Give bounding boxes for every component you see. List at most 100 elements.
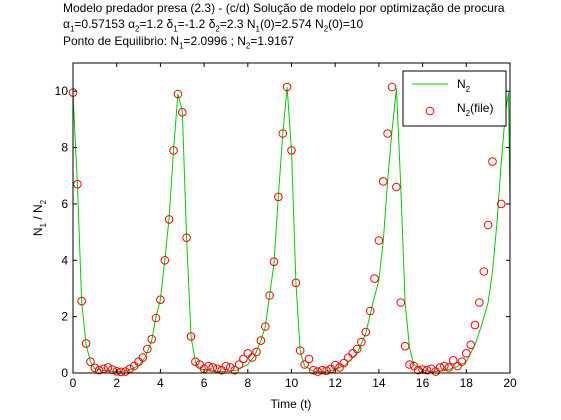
data-point-n2-file [160,256,170,265]
data-point-n2-file [497,199,506,209]
data-point-n2-file [317,365,327,375]
data-point-n2-file [304,354,314,364]
n1-initial-subscript: 1 [255,24,260,34]
data-point-n2-file [256,336,266,345]
data-point-n2-file [73,179,82,189]
data-point-n2-file [440,361,449,371]
delta1-value: =-1.2 [177,17,209,31]
data-point-n2-file [191,357,200,367]
data-point-n2-file [470,320,480,330]
series-layer [68,82,511,377]
data-point-n2-file [252,347,261,357]
y-axis-label: N1 / N2 [31,199,48,236]
data-point-n2-file [422,365,432,375]
data-point-n2-file [462,349,471,358]
data-point-n2-file [453,361,462,371]
data-point-n2-file [379,177,388,186]
data-point-n2-file [99,364,108,374]
data-point-n2-file [208,363,218,372]
alpha1-symbol: α [63,17,70,31]
data-point-n2-file [435,363,445,372]
data-point-n2-file [348,349,358,358]
data-point-n2-file [457,357,467,367]
data-point-n2-file [300,360,309,369]
data-point-n2-file [173,89,183,99]
data-point-n2-file [230,365,239,375]
y-tick-label: 10 [55,84,69,98]
data-point-n2-file [335,363,344,372]
data-point-n2-file [103,363,113,372]
data-point-n2-file [182,233,191,242]
alpha2-symbol: α [128,17,136,31]
data-point-n2-file [444,363,454,372]
data-point-n2-file [77,296,86,306]
eq-n1-subscript: 1 [179,41,184,51]
data-point-n2-file [151,313,161,323]
alpha2-subscript: 2 [135,24,140,34]
data-point-n2-file [488,157,497,166]
legend-file-main: N [457,101,466,115]
legend-label-n2-file: N2(file) [457,101,493,118]
data-point-n2-file [186,332,196,341]
data-point-n2-file [291,278,301,288]
data-point-n2-file [483,220,493,230]
alpha1-subscript: 1 [69,24,75,34]
data-point-n2-file [178,108,187,117]
data-point-n2-file [221,361,231,371]
x-axis-label: Time (t) [271,397,312,411]
x-tick-label: 6 [201,376,208,390]
n1-initial-symbol: N [246,17,256,31]
data-point-n2-file [413,365,423,375]
legend-label-n2: N2 [457,77,471,94]
data-point-n2-file [396,298,406,307]
data-point-n2-file [357,337,366,347]
x-tick-label: 16 [416,376,430,390]
legend-marker-swatch [425,106,435,116]
eq-n2-subscript: 2 [245,41,251,51]
data-point-n2-file [164,215,174,224]
x-tick-label: 14 [372,376,386,390]
delta1-subscript: 1 [173,24,178,34]
data-point-n2-file [370,274,379,283]
axis-ticks: 0 2 4 6 8 10 12 14 16 18 20 0 2 4 6 8 10 [55,63,517,390]
data-point-n2-file [204,361,213,371]
data-point-n2-file [116,367,126,377]
y-label-n1: N [31,227,45,236]
data-point-n2-file [344,353,353,362]
x-tick-label: 0 [70,376,77,390]
legend-n2-main: N [457,77,466,91]
data-point-n2-file [129,361,139,371]
x-tick-label: 4 [157,376,164,390]
data-point-n2-file [313,367,323,376]
data-point-n2-file [322,366,331,376]
n2-initial-subscript: 2 [323,24,329,34]
data-point-n2-file [156,295,165,305]
data-point-n2-file [352,344,362,354]
data-point-n2-file [169,146,178,155]
data-point-n2-file [269,257,279,267]
delta2-symbol: δ [208,17,216,31]
data-point-n2-file [265,291,274,300]
data-point-n2-file [361,327,371,337]
x-tick-label: 20 [503,376,517,390]
legend: N2 N2(file) [402,70,507,127]
data-point-n2-file [243,349,253,358]
data-point-n2-file [112,367,121,376]
data-point-n2-file [466,340,476,350]
alpha2-value: =1.2 [139,17,167,31]
data-point-n2-file [287,146,296,155]
series-line-n2 [72,86,511,373]
eq-n2-value: =1.9167 [250,34,295,48]
eq-n1-value: =2.0996 ; [183,34,238,48]
eq-n2-symbol: N [237,34,246,48]
data-point-n2-file [147,334,156,344]
legend-n2-sub: 2 [466,85,471,94]
x-tick-label: 2 [113,376,120,390]
chart-title-line-2: α1=0.57153 α2=1.2 δ1=-1.2 δ2=2.3 N1(0)=2… [63,17,363,33]
n1-initial-value: (0)=2.574 [260,17,316,31]
legend-file-rest: (file) [470,101,493,115]
data-point-n2-file [90,363,100,373]
y-tick-label: 2 [61,310,68,324]
